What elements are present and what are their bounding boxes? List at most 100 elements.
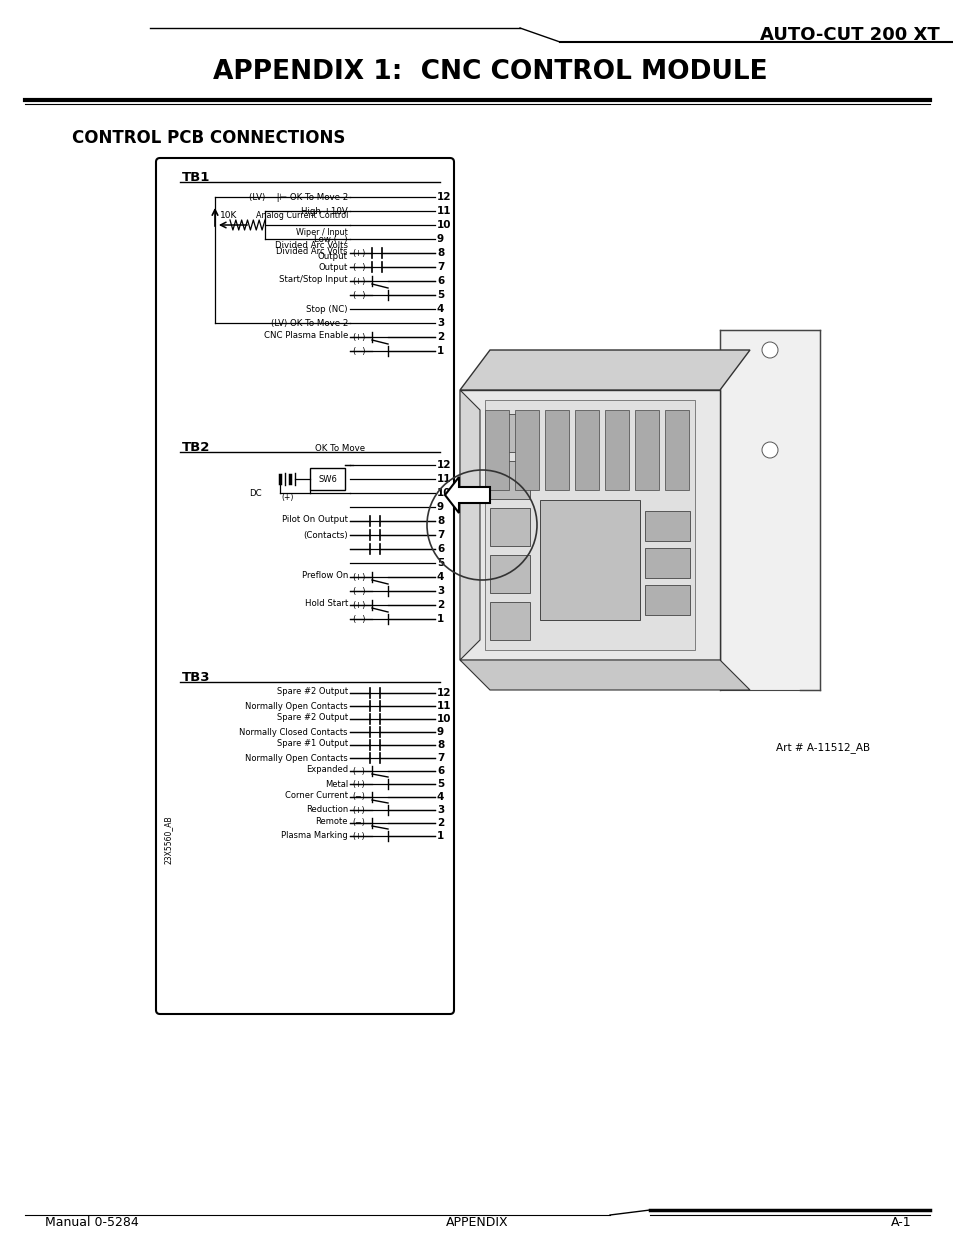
Text: TB2: TB2 [182, 441, 211, 454]
Text: AUTO-CUT 200 XT: AUTO-CUT 200 XT [760, 26, 939, 44]
Text: Pilot On Output: Pilot On Output [282, 515, 348, 524]
Text: 4: 4 [436, 572, 444, 582]
Text: 6: 6 [436, 275, 444, 287]
Text: 2: 2 [436, 818, 444, 827]
Text: 1: 1 [436, 614, 444, 624]
Text: Low (−): Low (−) [314, 235, 348, 243]
Text: 5: 5 [436, 558, 444, 568]
Text: (LV) OK To Move 2: (LV) OK To Move 2 [271, 319, 348, 327]
Text: 11: 11 [436, 206, 451, 216]
Text: SW6: SW6 [317, 474, 336, 483]
Polygon shape [720, 330, 820, 690]
Text: (+): (+) [352, 573, 365, 582]
Text: Manual 0-5284: Manual 0-5284 [45, 1216, 138, 1230]
Text: (LV) —|⊢ OK To Move 2: (LV) —|⊢ OK To Move 2 [249, 193, 348, 201]
Polygon shape [490, 601, 530, 640]
Text: (+): (+) [352, 779, 364, 788]
Polygon shape [484, 410, 509, 490]
Text: 8: 8 [436, 248, 444, 258]
Text: Hold Start: Hold Start [304, 599, 348, 608]
Text: 9: 9 [436, 727, 444, 737]
Polygon shape [664, 410, 688, 490]
Text: 10: 10 [436, 220, 451, 230]
Circle shape [761, 342, 778, 358]
Polygon shape [444, 477, 490, 513]
Text: Normally Open Contacts: Normally Open Contacts [245, 753, 348, 762]
Circle shape [761, 442, 778, 458]
Polygon shape [490, 555, 530, 593]
Text: 10: 10 [436, 714, 451, 724]
Bar [310, 468, 345, 490]
Text: Spare #2 Output: Spare #2 Output [276, 713, 348, 721]
Text: (+): (+) [352, 277, 365, 285]
Text: 2: 2 [436, 332, 444, 342]
Text: Preflow On: Preflow On [301, 571, 348, 579]
Polygon shape [490, 461, 530, 499]
Text: (+): (+) [352, 248, 365, 258]
Text: OK To Move: OK To Move [314, 445, 365, 453]
Polygon shape [459, 390, 479, 659]
Polygon shape [544, 410, 568, 490]
Text: 10: 10 [436, 488, 451, 498]
Text: 1: 1 [436, 346, 444, 356]
Text: Expanded: Expanded [306, 764, 348, 773]
Text: 6: 6 [436, 766, 444, 776]
Text: Normally Open Contacts: Normally Open Contacts [245, 701, 348, 710]
Text: CONTROL PCB CONNECTIONS: CONTROL PCB CONNECTIONS [71, 128, 345, 147]
Text: (−): (−) [352, 767, 364, 776]
Text: DC: DC [249, 489, 262, 498]
Text: A-1: A-1 [890, 1216, 911, 1230]
Text: APPENDIX 1:  CNC CONTROL MODULE: APPENDIX 1: CNC CONTROL MODULE [213, 59, 766, 85]
Text: 4: 4 [436, 792, 444, 802]
Text: Wiper / Input: Wiper / Input [296, 228, 348, 237]
Polygon shape [459, 659, 749, 690]
Polygon shape [644, 511, 689, 541]
Text: 7: 7 [436, 530, 444, 540]
Text: (−): (−) [352, 793, 364, 802]
Text: 1: 1 [436, 831, 444, 841]
Text: 11: 11 [436, 474, 451, 484]
Text: (+): (+) [352, 600, 365, 610]
Text: TB3: TB3 [182, 671, 211, 684]
Text: Art # A-11512_AB: Art # A-11512_AB [775, 742, 869, 753]
Text: (+): (+) [281, 493, 294, 501]
Text: 9: 9 [436, 233, 444, 245]
Text: 5: 5 [436, 779, 444, 789]
Text: 23X5560_AB: 23X5560_AB [163, 815, 172, 864]
Text: CNC Plasma Enable: CNC Plasma Enable [263, 331, 348, 340]
Text: Stop (NC): Stop (NC) [306, 305, 348, 314]
Text: (−): (−) [352, 587, 365, 595]
Text: Start/Stop Input: Start/Stop Input [279, 274, 348, 284]
Text: 5: 5 [436, 290, 444, 300]
Text: Remote: Remote [315, 816, 348, 825]
Text: 3: 3 [436, 585, 444, 597]
Text: 12: 12 [436, 459, 451, 471]
Text: 7: 7 [436, 262, 444, 272]
Text: (−): (−) [352, 263, 365, 272]
Polygon shape [575, 410, 598, 490]
Polygon shape [539, 500, 639, 620]
Text: 9: 9 [436, 501, 444, 513]
Polygon shape [490, 508, 530, 546]
Text: Analog Current Control: Analog Current Control [255, 211, 348, 220]
Text: APPENDIX: APPENDIX [445, 1216, 508, 1230]
Text: 8: 8 [436, 516, 444, 526]
Text: TB1: TB1 [182, 170, 211, 184]
Text: 12: 12 [436, 688, 451, 698]
Polygon shape [459, 350, 749, 390]
Text: (−): (−) [352, 615, 365, 624]
Text: High +10V: High +10V [301, 206, 348, 215]
Text: Spare #1 Output: Spare #1 Output [276, 739, 348, 747]
FancyBboxPatch shape [156, 158, 454, 1014]
Text: Divided Arc Volts: Divided Arc Volts [276, 247, 348, 256]
Text: 10K: 10K [220, 210, 237, 220]
Text: Metal: Metal [324, 779, 348, 788]
Text: 3: 3 [436, 317, 444, 329]
Polygon shape [635, 410, 659, 490]
Text: (−): (−) [352, 819, 364, 827]
Text: 11: 11 [436, 701, 451, 711]
Text: Reduction: Reduction [305, 805, 348, 815]
Text: Divided Arc Volts
Output: Divided Arc Volts Output [274, 241, 348, 261]
Text: (+): (+) [352, 332, 365, 342]
Text: 2: 2 [436, 600, 444, 610]
